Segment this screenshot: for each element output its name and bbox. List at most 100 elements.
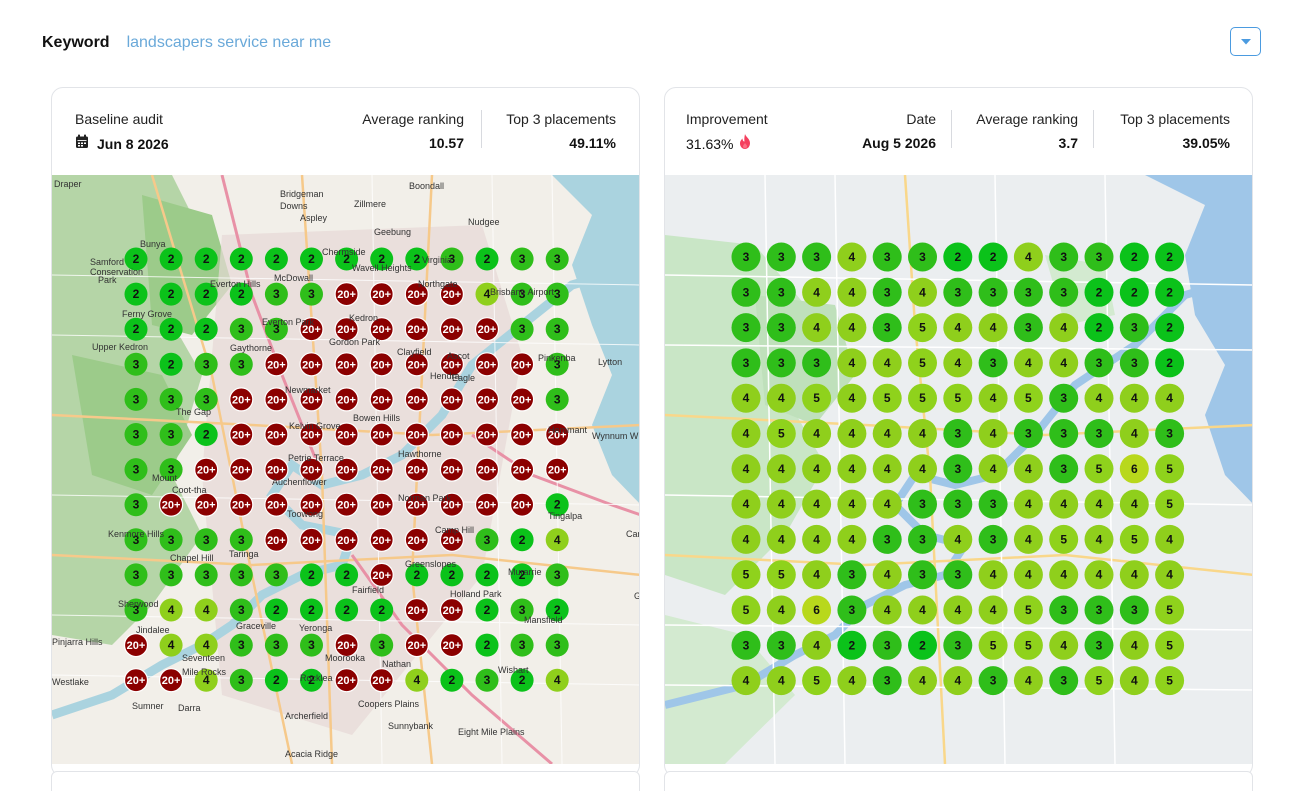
rank-dot[interactable]: 3: [978, 348, 1008, 378]
rank-dot[interactable]: 3: [766, 348, 796, 378]
rank-dot[interactable]: 5: [978, 630, 1008, 660]
rank-dot[interactable]: 2: [475, 247, 499, 271]
rank-dot[interactable]: 20+: [229, 422, 254, 447]
rank-dot[interactable]: 5: [766, 560, 796, 590]
rank-dot[interactable]: 2: [1155, 348, 1185, 378]
rank-dot[interactable]: 5: [908, 348, 937, 378]
rank-dot[interactable]: 20+: [264, 492, 289, 517]
rank-dot[interactable]: 4: [731, 524, 761, 554]
rank-dot[interactable]: 3: [229, 528, 253, 552]
rank-dot[interactable]: 20+: [299, 387, 324, 412]
rank-dot[interactable]: 20+: [369, 668, 394, 693]
rank-dot[interactable]: 4: [837, 277, 867, 307]
rank-dot[interactable]: 4: [159, 633, 183, 657]
rank-dot[interactable]: 3: [943, 560, 973, 590]
rank-dot[interactable]: 20+: [299, 492, 324, 517]
rank-dot[interactable]: 20+: [369, 317, 394, 342]
rank-dot[interactable]: 2: [1119, 277, 1149, 307]
rank-dot[interactable]: 3: [124, 458, 148, 482]
rank-dot[interactable]: 4: [978, 560, 1008, 590]
rank-dot[interactable]: 5: [731, 560, 761, 590]
rank-dot[interactable]: 3: [124, 563, 148, 587]
rank-dot[interactable]: 3: [545, 563, 569, 587]
rank-dot[interactable]: 4: [1084, 524, 1114, 554]
rank-dot[interactable]: 3: [159, 423, 183, 446]
rank-dot[interactable]: 20+: [510, 457, 535, 482]
rank-dot[interactable]: 20+: [229, 457, 254, 482]
rank-dot[interactable]: 3: [908, 242, 937, 272]
rank-dot[interactable]: 4: [1155, 524, 1185, 554]
rank-dot[interactable]: 2: [124, 247, 148, 271]
rank-dot[interactable]: 20+: [404, 527, 429, 552]
rank-dot[interactable]: 3: [545, 317, 569, 341]
rank-dot[interactable]: 6: [1119, 454, 1149, 484]
rank-dot[interactable]: 3: [837, 560, 867, 590]
rank-dot[interactable]: 2: [370, 598, 394, 622]
rank-dot[interactable]: 4: [837, 383, 867, 413]
rank-dot[interactable]: 20+: [334, 527, 359, 552]
rank-dot[interactable]: 20+: [123, 668, 149, 693]
rank-dot[interactable]: 20+: [369, 457, 394, 482]
rank-dot[interactable]: 2: [300, 247, 323, 271]
rank-dot[interactable]: 3: [908, 524, 937, 554]
rank-dot[interactable]: 4: [1119, 666, 1149, 696]
rank-dot[interactable]: 2: [194, 423, 218, 446]
rank-dot[interactable]: 3: [510, 598, 534, 622]
rank-dot[interactable]: 3: [1013, 419, 1043, 448]
rank-dot[interactable]: 20+: [299, 457, 324, 482]
improved-map[interactable]: 3 3 3 4 3 3 2 2 4 3 3 2 2 3 3 4 4 3 4 3 3 3 3 2 2 2 3 3 4 4 3 5 4 4 3 4 2 3 2 3…: [665, 175, 1252, 764]
rank-dot[interactable]: 3: [766, 313, 796, 343]
rank-dot[interactable]: 20+: [439, 422, 464, 447]
rank-dot[interactable]: 3: [159, 563, 183, 587]
rank-dot[interactable]: 2: [908, 630, 937, 660]
rank-dot[interactable]: 4: [943, 666, 973, 696]
rank-dot[interactable]: 3: [264, 317, 288, 341]
rank-dot[interactable]: 3: [1119, 313, 1149, 343]
rank-dot[interactable]: 4: [978, 454, 1008, 484]
rank-dot[interactable]: 4: [802, 489, 832, 519]
rank-dot[interactable]: 4: [908, 454, 937, 484]
rank-dot[interactable]: 20+: [194, 492, 219, 517]
rank-dot[interactable]: 2: [1084, 313, 1114, 343]
rank-dot[interactable]: 2: [440, 668, 464, 692]
rank-dot[interactable]: 20+: [439, 457, 464, 482]
rank-dot[interactable]: 4: [943, 348, 973, 378]
rank-dot[interactable]: 2: [405, 563, 429, 587]
rank-dot[interactable]: 3: [1084, 595, 1114, 625]
rank-dot[interactable]: 3: [370, 633, 394, 657]
rank-dot[interactable]: 3: [872, 242, 902, 272]
rank-dot[interactable]: 3: [978, 524, 1008, 554]
rank-dot[interactable]: 3: [300, 633, 323, 657]
rank-dot[interactable]: 20+: [334, 668, 359, 693]
rank-dot[interactable]: 4: [1013, 242, 1043, 272]
rank-dot[interactable]: 3: [1013, 313, 1043, 343]
rank-dot[interactable]: 3: [194, 528, 218, 552]
rank-dot[interactable]: 5: [1155, 630, 1185, 660]
rank-dot[interactable]: 5: [943, 383, 973, 413]
rank-dot[interactable]: 4: [1049, 489, 1079, 519]
rank-dot[interactable]: 2: [264, 598, 288, 622]
rank-dot[interactable]: 4: [766, 454, 796, 484]
rank-dot[interactable]: 2: [300, 668, 323, 692]
rank-dot[interactable]: 4: [1084, 489, 1114, 519]
rank-dot[interactable]: 20+: [334, 492, 359, 517]
rank-dot[interactable]: 4: [872, 348, 902, 378]
rank-dot[interactable]: 20+: [369, 527, 394, 552]
rank-dot[interactable]: 4: [1119, 560, 1149, 590]
rank-dot[interactable]: 20+: [474, 457, 500, 482]
rank-dot[interactable]: 4: [1013, 489, 1043, 519]
rank-dot[interactable]: 4: [872, 419, 902, 448]
rank-dot[interactable]: 2: [1155, 313, 1185, 343]
rank-dot[interactable]: 3: [731, 313, 761, 343]
rank-dot[interactable]: 4: [766, 524, 796, 554]
rank-dot[interactable]: 4: [837, 313, 867, 343]
rank-dot[interactable]: 3: [802, 348, 832, 378]
rank-dot[interactable]: 3: [872, 666, 902, 696]
rank-dot[interactable]: 4: [1084, 560, 1114, 590]
rank-dot[interactable]: 4: [1013, 524, 1043, 554]
rank-dot[interactable]: 2: [475, 563, 499, 587]
rank-dot[interactable]: 4: [908, 419, 937, 448]
rank-dot[interactable]: 20+: [439, 527, 464, 552]
rank-dot[interactable]: 3: [731, 630, 761, 660]
rank-dot[interactable]: 4: [837, 524, 867, 554]
